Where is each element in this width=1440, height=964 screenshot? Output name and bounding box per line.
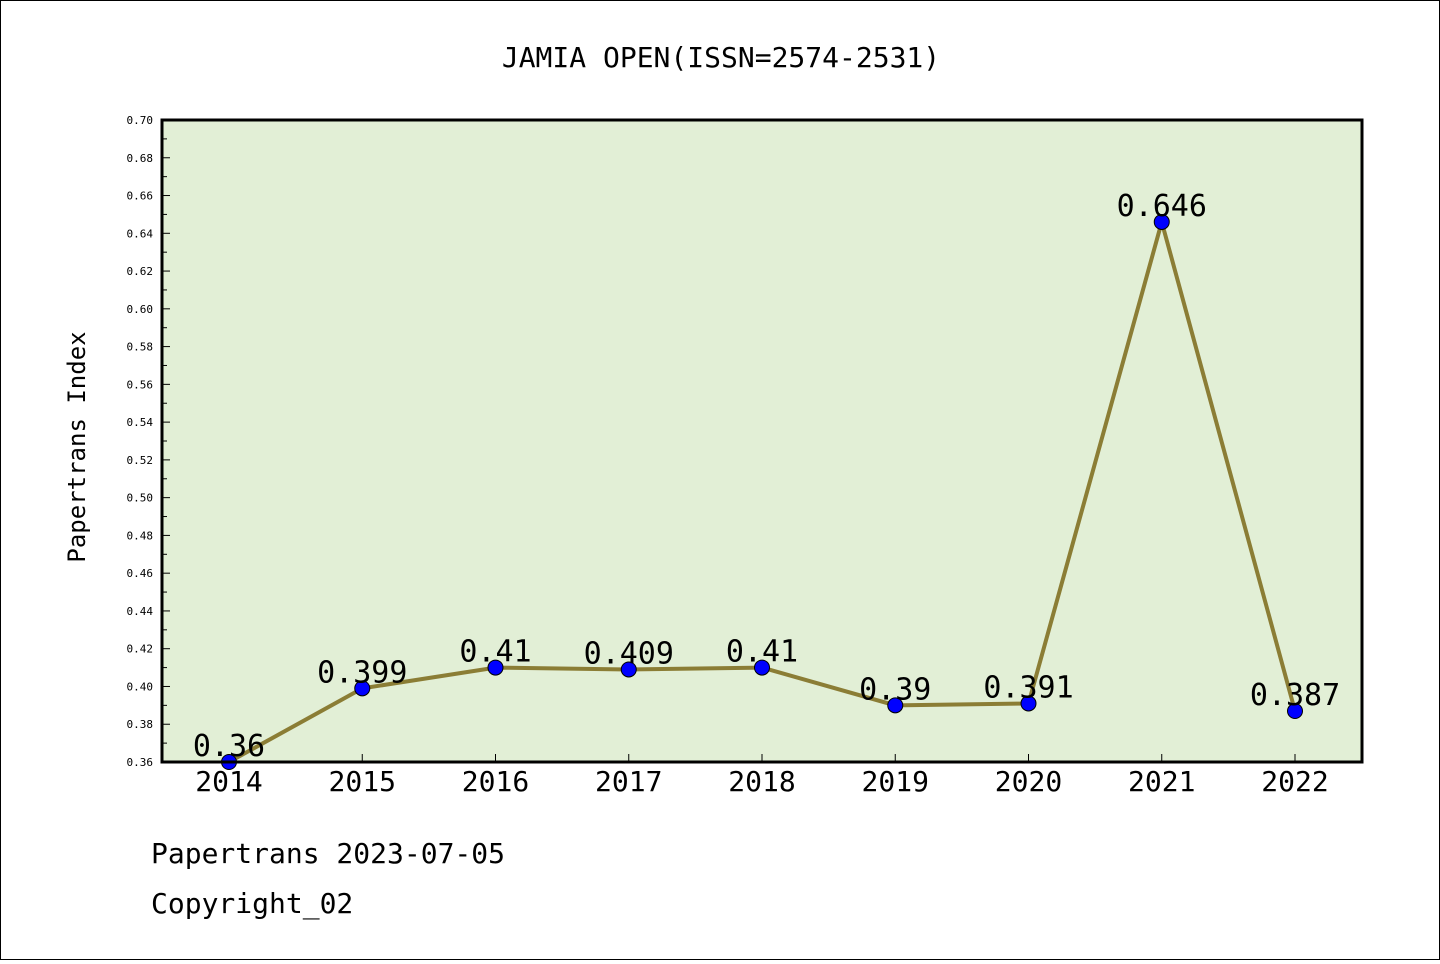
y-tick-label: 0.48 <box>127 529 154 542</box>
y-tick-label: 0.66 <box>127 190 154 203</box>
footer-date: Papertrans 2023-07-05 <box>151 837 506 870</box>
data-label: 0.399 <box>317 655 407 690</box>
footer-copyright: Copyright_02 <box>151 887 354 920</box>
data-label: 0.391 <box>983 670 1073 705</box>
plot-border <box>160 118 1364 764</box>
x-axis: 2014 2015 2016 2017 2018 2019 2020 2021 2022 <box>195 754 1329 798</box>
x-tick-label: 2015 <box>329 765 396 798</box>
data-point <box>1287 703 1303 720</box>
x-tick-label: 2018 <box>728 765 795 798</box>
y-tick-label: 0.70 <box>127 114 154 127</box>
x-tick-label: 2021 <box>1128 765 1195 798</box>
y-tick-label: 0.56 <box>127 378 154 391</box>
data-label: 0.41 <box>726 635 798 670</box>
y-tick-label: 0.38 <box>127 718 154 731</box>
data-label: 0.36 <box>193 729 265 764</box>
x-tick-label: 2014 <box>195 765 262 798</box>
data-point <box>487 659 504 676</box>
y-tick-label: 0.36 <box>127 756 154 769</box>
data-label: 0.646 <box>1117 189 1207 224</box>
y-axis-label: Papertrans Index <box>63 331 91 562</box>
data-point <box>754 659 770 676</box>
y-tick-label: 0.52 <box>127 454 154 467</box>
y-tick-label: 0.62 <box>127 265 154 278</box>
data-label: 0.41 <box>459 635 531 670</box>
data-label: 0.387 <box>1250 678 1340 713</box>
data-point <box>1153 213 1170 230</box>
data-point <box>887 697 904 714</box>
y-tick-label: 0.68 <box>127 152 154 165</box>
x-tick-label: 2019 <box>862 765 929 798</box>
data-point <box>1020 695 1037 712</box>
y-tick-label: 0.44 <box>127 605 154 618</box>
x-tick-label: 2017 <box>595 765 662 798</box>
y-tick-label: 0.54 <box>127 416 154 429</box>
data-label: 0.409 <box>584 636 674 671</box>
x-tick-label: 2022 <box>1261 765 1328 798</box>
y-tick-label: 0.46 <box>127 567 154 580</box>
y-tick-label: 0.50 <box>127 492 154 505</box>
y-tick-label: 0.42 <box>127 643 154 656</box>
x-tick-label: 2016 <box>462 765 529 798</box>
data-label: 0.39 <box>859 672 931 707</box>
x-tick-label: 2020 <box>995 765 1062 798</box>
chart-title: JAMIA OPEN(ISSN=2574-2531) <box>502 41 940 74</box>
y-tick-label: 0.58 <box>127 341 154 354</box>
y-tick-label: 0.60 <box>127 303 154 316</box>
y-tick-label: 0.64 <box>127 227 154 240</box>
data-point <box>354 680 371 697</box>
y-tick-label: 0.40 <box>127 680 154 693</box>
y-axis: 0.36 0.38 0.40 0.42 0.44 0.46 0.48 0.50 0.52 0.54… <box>127 114 170 769</box>
data-point <box>620 661 637 678</box>
series-layer: 0.36 0.399 0.41 0.409 0.41 0.39 0.391 0.646 0.38… <box>193 189 1340 770</box>
